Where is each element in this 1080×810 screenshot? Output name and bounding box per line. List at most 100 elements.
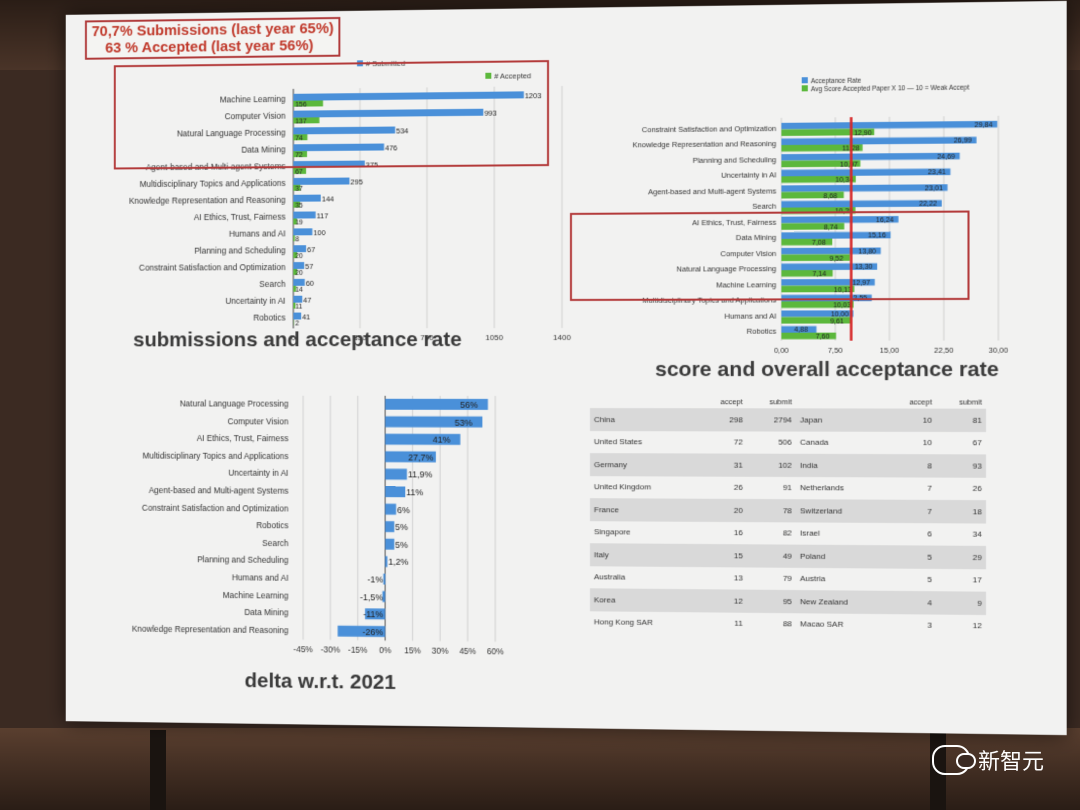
- delta-label: 11%: [406, 487, 423, 497]
- table-cell: Israel: [796, 522, 887, 545]
- label-avg-score: 7,60: [816, 334, 830, 341]
- table-cell: 506: [747, 431, 796, 454]
- bar-acceptance-rate: [781, 184, 947, 192]
- table-cell: 29: [936, 546, 986, 569]
- delta-label: 41%: [433, 435, 451, 445]
- table-cell: 4: [886, 591, 936, 614]
- label-avg-score: 10,03: [833, 303, 851, 310]
- category-label: Uncertainty in AI: [228, 468, 288, 478]
- delta-label: 6%: [397, 505, 410, 515]
- country-table: accept submit accept submit China 298 2794…: [590, 394, 986, 637]
- category-label: Agent-based and Multi-agent Systems: [149, 485, 289, 496]
- table-row: United States 72 506 Canada 10 67: [590, 431, 986, 455]
- table-cell: Netherlands: [796, 476, 887, 499]
- table-cell: 10: [886, 409, 936, 432]
- table-cell: Canada: [796, 431, 887, 454]
- label-submitted: 57: [305, 262, 313, 271]
- delta-bar: [385, 504, 396, 515]
- table-header-accept-1: accept: [698, 394, 747, 408]
- label-avg-score: 9,61: [830, 318, 844, 325]
- table-cell: United Kingdom: [590, 476, 698, 499]
- label-acceptance-rate: 26,99: [954, 138, 972, 145]
- table-cell: Korea: [590, 588, 698, 612]
- table-cell: 18: [936, 500, 986, 523]
- label-accepted: 37: [295, 186, 303, 193]
- highlight-box-score: [570, 211, 970, 301]
- delta-label: -1%: [367, 574, 383, 584]
- category-label: Natural Language Processing: [180, 398, 289, 408]
- table-cell: 78: [747, 499, 796, 522]
- table-cell: Macao SAR: [796, 613, 887, 637]
- table-cell: 2794: [747, 408, 796, 431]
- table-cell: India: [796, 454, 887, 477]
- table-cell: 88: [747, 612, 796, 635]
- label-accepted: 19: [295, 219, 303, 226]
- category-label: Agent-based and Multi-agent Systems: [648, 186, 776, 196]
- table-cell: 79: [747, 567, 796, 590]
- table-header-accept-2: accept: [886, 394, 936, 408]
- bar-submitted: [293, 313, 301, 320]
- bar-submitted: [293, 195, 320, 202]
- delta-bar: [385, 539, 394, 550]
- table-cell: 3: [886, 614, 936, 637]
- category-label: Uncertainty in AI: [225, 296, 285, 306]
- category-label: Search: [752, 202, 776, 211]
- category-label: Multidisciplinary Topics and Application…: [143, 450, 289, 460]
- delta-label: 53%: [455, 417, 473, 427]
- label-accepted: 67: [295, 169, 303, 176]
- legend-swatch-rate: [802, 77, 808, 83]
- category-label: Robotics: [747, 327, 777, 336]
- table-cell: 26: [698, 476, 747, 499]
- bar-submitted: [293, 211, 315, 218]
- table-cell: 34: [936, 523, 986, 546]
- label-submitted: 47: [303, 296, 311, 305]
- table-cell: 7: [886, 500, 936, 523]
- submissions-callout: 70,7% Submissions (last year 65%) 63 % A…: [85, 17, 341, 60]
- table-cell: 12: [936, 614, 986, 637]
- label-submitted: 41: [302, 312, 310, 321]
- table-cell: 20: [698, 499, 747, 522]
- delta-label: 56%: [460, 400, 478, 410]
- bar-acceptance-rate: [781, 137, 976, 145]
- label-accepted: 35: [295, 203, 303, 210]
- category-label: AI Ethics, Trust, Fairness: [197, 433, 289, 443]
- category-label: Knowledge Representation and Reasoning: [129, 195, 286, 206]
- table-header-submit-1: submit: [747, 394, 796, 408]
- table-cell: 26: [936, 477, 986, 500]
- highlight-box-top-areas: [114, 60, 549, 169]
- bar-acceptance-rate: [781, 121, 997, 130]
- x-tick-label: 30,00: [989, 346, 1008, 355]
- delta-label: 1,2%: [388, 557, 408, 567]
- table-cell: Italy: [590, 543, 698, 566]
- x-tick-label: 15%: [404, 646, 421, 656]
- label-acceptance-rate: 29,84: [975, 122, 993, 129]
- table-cell: Poland: [796, 545, 887, 568]
- label-accepted: 2: [295, 320, 299, 327]
- label-accepted: 20: [295, 253, 303, 260]
- delta-bar: [383, 574, 385, 585]
- legend-score: Avg Score Accepted Paper X 10 — 10 = Wea…: [811, 84, 970, 93]
- category-label: Constraint Satisfaction and Optimization: [142, 502, 289, 513]
- category-label: Humans and AI: [724, 311, 776, 320]
- x-tick-label: 15,00: [880, 346, 899, 355]
- table-cell: 5: [886, 568, 936, 591]
- x-tick-label: 30%: [432, 646, 449, 656]
- delta-label: 27,7%: [408, 452, 433, 462]
- table-cell: 17: [936, 568, 986, 591]
- x-tick-label: 0%: [379, 645, 392, 655]
- category-label: Search: [262, 538, 289, 548]
- x-tick-label: 0,00: [774, 346, 789, 355]
- table-cell: Australia: [590, 566, 698, 589]
- category-label: Planning and Scheduling: [693, 155, 777, 165]
- label-avg-score: 8,68: [823, 193, 837, 200]
- category-label: Robotics: [256, 520, 288, 530]
- table-cell: 5: [886, 545, 936, 568]
- table-row: United Kingdom 26 91 Netherlands 7 26: [590, 476, 986, 501]
- table-cell: Germany: [590, 453, 698, 476]
- label-submitted: 144: [322, 194, 334, 203]
- table-cell: 67: [936, 431, 986, 454]
- table-cell: 13: [698, 567, 747, 590]
- x-tick-label: -45%: [293, 644, 313, 654]
- category-label: Constraint Satisfaction and Optimization: [642, 124, 776, 134]
- table-cell: 93: [936, 454, 986, 477]
